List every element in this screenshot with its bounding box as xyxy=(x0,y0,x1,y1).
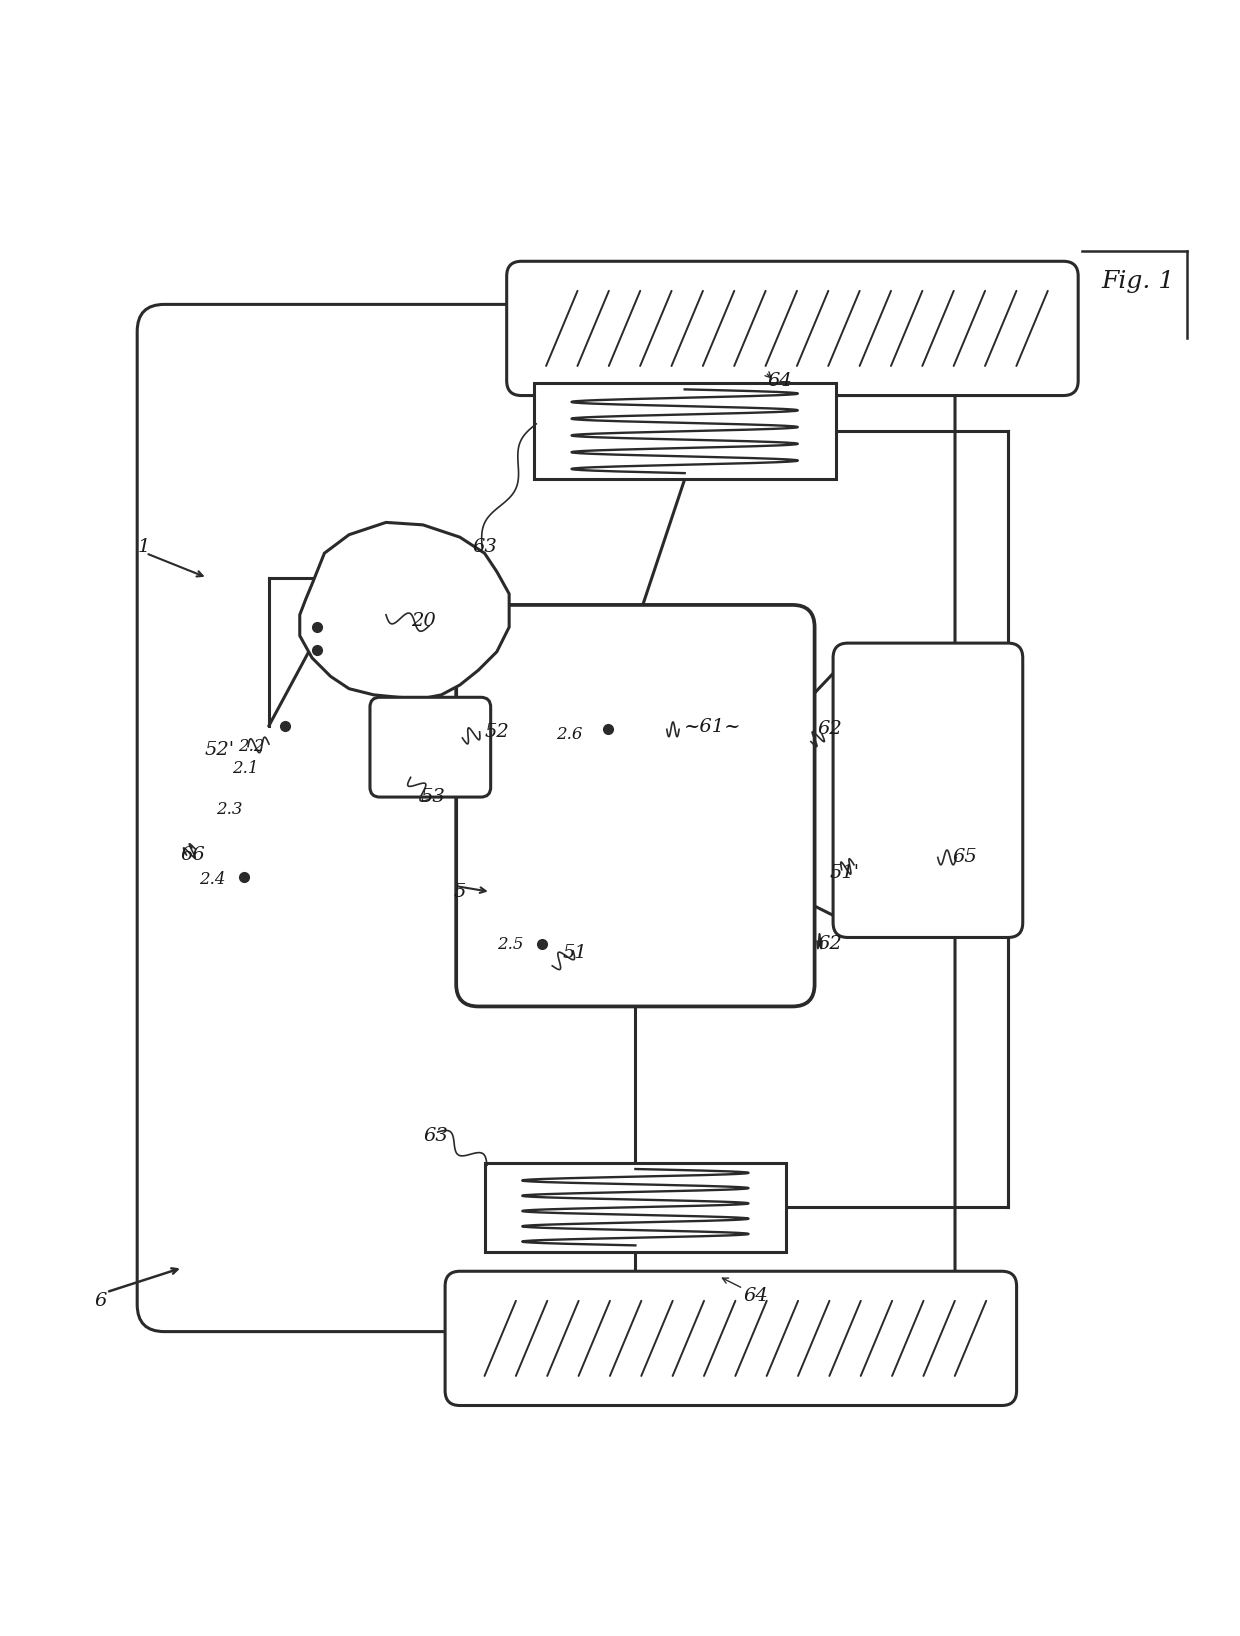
Text: 20: 20 xyxy=(410,612,435,630)
Bar xyxy=(533,383,836,479)
Bar xyxy=(485,1163,786,1252)
FancyBboxPatch shape xyxy=(445,1271,1017,1405)
Text: 53: 53 xyxy=(420,789,445,807)
Text: 52': 52' xyxy=(205,741,236,759)
FancyBboxPatch shape xyxy=(138,304,955,1332)
Text: 6: 6 xyxy=(94,1292,107,1310)
Text: 66: 66 xyxy=(180,846,205,864)
Text: 63: 63 xyxy=(472,538,497,556)
Text: 2.1: 2.1 xyxy=(232,761,258,777)
Text: 63: 63 xyxy=(423,1127,448,1145)
Text: ~61~: ~61~ xyxy=(684,718,742,736)
Text: 51': 51' xyxy=(830,864,859,882)
Text: 64: 64 xyxy=(743,1288,768,1306)
Text: 2.6: 2.6 xyxy=(556,726,583,743)
Polygon shape xyxy=(300,522,510,699)
FancyBboxPatch shape xyxy=(456,605,815,1006)
FancyBboxPatch shape xyxy=(833,643,1023,937)
FancyBboxPatch shape xyxy=(370,697,491,797)
Text: 2.4: 2.4 xyxy=(198,870,226,888)
Text: 52: 52 xyxy=(485,723,510,741)
Text: 51: 51 xyxy=(562,944,587,962)
Text: 64: 64 xyxy=(768,371,792,389)
Text: 65: 65 xyxy=(952,849,977,867)
Text: Fig. 1: Fig. 1 xyxy=(1101,270,1174,293)
Text: 62: 62 xyxy=(817,934,842,952)
Text: 2.5: 2.5 xyxy=(497,936,523,954)
Text: 62: 62 xyxy=(817,720,842,738)
Text: 1: 1 xyxy=(138,538,150,556)
FancyBboxPatch shape xyxy=(507,262,1078,396)
Text: 5: 5 xyxy=(454,883,466,901)
Text: 2.2: 2.2 xyxy=(238,738,264,756)
Text: 2.3: 2.3 xyxy=(216,802,243,818)
